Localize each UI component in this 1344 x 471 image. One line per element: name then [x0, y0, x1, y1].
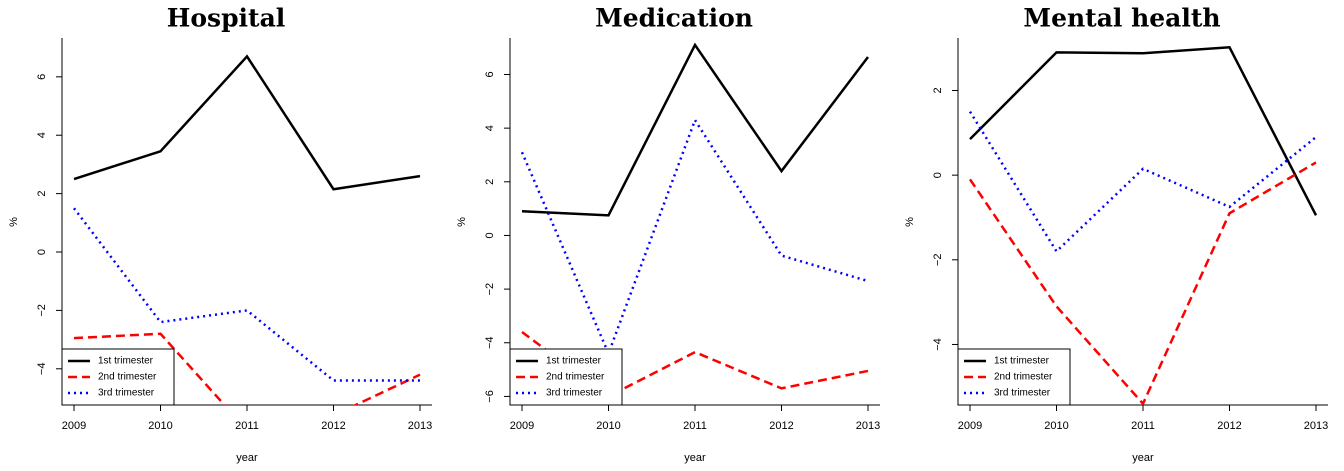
x-axis-label: year [1132, 452, 1154, 464]
series-line [521, 42, 869, 217]
legend-box [61, 348, 175, 406]
chart-title: Mental health [1023, 4, 1220, 33]
y-tick-label: 4 [36, 132, 48, 138]
y-tick-label: 2 [484, 179, 496, 185]
x-axis-label: year [236, 452, 258, 464]
legend-label: 1st trimester [98, 356, 154, 367]
chart-panel: Mental health −4 −2 0 2 2009 2010 2011 2012 2013 y… [904, 4, 1328, 464]
x-tick-label: 2009 [958, 420, 982, 432]
series-line [969, 46, 1318, 216]
y-tick-label: 6 [484, 71, 496, 77]
chart-title: Medication [595, 4, 753, 33]
x-tick-label: 2012 [1217, 420, 1241, 432]
legend-label: 1st trimester [546, 356, 602, 367]
y-tick-label: −4 [36, 363, 48, 376]
legend-label: 2nd trimester [546, 372, 605, 383]
x-tick-label: 2010 [1044, 420, 1068, 432]
legend-label: 1st trimester [994, 356, 1050, 367]
x-tick-label: 2013 [1304, 420, 1328, 432]
x-tick-label: 2011 [235, 420, 259, 432]
x-tick-label: 2013 [408, 420, 432, 432]
legend-label: 3rd trimester [994, 388, 1051, 399]
series-line [968, 161, 1317, 405]
legend-label: 3rd trimester [98, 388, 155, 399]
series-line [73, 332, 421, 405]
x-tick-label: 2012 [769, 420, 793, 432]
x-tick-label: 2009 [510, 420, 534, 432]
legend-label: 3rd trimester [546, 388, 603, 399]
chart-panel: Hospital −4 −2 0 2 4 6 2009 2010 2011 2012 2013 year… [8, 4, 432, 464]
legend-label: 2nd trimester [994, 372, 1053, 383]
x-tick-label: 2011 [683, 420, 707, 432]
x-tick-label: 2010 [148, 420, 172, 432]
y-tick-label: −4 [484, 336, 496, 349]
y-tick-label: −2 [484, 283, 496, 296]
x-axis-label: year [684, 452, 706, 464]
series-line [968, 110, 1317, 254]
y-tick-label: 2 [932, 87, 944, 93]
y-tick-label: 6 [36, 74, 48, 80]
y-tick-label: 0 [484, 232, 496, 238]
series-line [520, 117, 869, 357]
legend-box [957, 348, 1071, 406]
chart-title: Hospital [167, 4, 286, 33]
y-tick-label: −2 [36, 304, 48, 317]
x-tick-label: 2010 [596, 420, 620, 432]
series-line [73, 54, 421, 191]
y-axis-label: % [8, 217, 20, 227]
legend-label: 2nd trimester [98, 372, 157, 383]
legend-box [509, 348, 623, 406]
y-tick-label: 0 [36, 249, 48, 255]
x-tick-label: 2009 [62, 420, 86, 432]
x-tick-label: 2011 [1131, 420, 1155, 432]
y-tick-label: −2 [932, 254, 944, 267]
x-tick-label: 2012 [321, 420, 345, 432]
y-tick-label: −4 [932, 338, 944, 351]
y-tick-label: 0 [932, 172, 944, 178]
x-tick-label: 2013 [856, 420, 880, 432]
chart-panel: Medication −6 −4 −2 0 2 4 6 2009 2010 2011 2012 2013… [456, 4, 880, 464]
y-tick-label: −6 [484, 390, 496, 403]
y-axis-label: % [904, 217, 916, 227]
y-tick-label: 4 [484, 125, 496, 131]
y-axis-label: % [456, 217, 468, 227]
y-tick-label: 2 [36, 191, 48, 197]
